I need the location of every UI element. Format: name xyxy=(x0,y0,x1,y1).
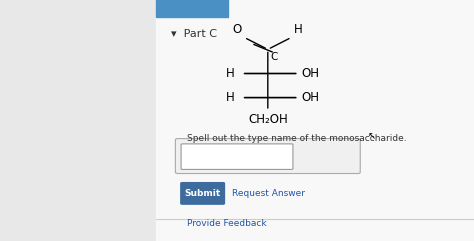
Bar xyxy=(0,0,156,241)
Text: OH: OH xyxy=(301,67,319,80)
Text: Spell out the type name of the monosaccharide.: Spell out the type name of the monosacch… xyxy=(187,134,407,143)
Text: O: O xyxy=(232,23,242,36)
Text: Provide Feedback: Provide Feedback xyxy=(187,219,267,228)
Text: ↖: ↖ xyxy=(367,131,375,141)
FancyBboxPatch shape xyxy=(181,144,293,169)
FancyBboxPatch shape xyxy=(175,139,360,174)
Text: C: C xyxy=(270,52,278,62)
Text: Submit: Submit xyxy=(184,189,221,198)
Text: OH: OH xyxy=(301,91,319,104)
Text: ▾  Part C: ▾ Part C xyxy=(171,29,217,39)
Text: H: H xyxy=(294,23,302,36)
Text: H: H xyxy=(226,67,235,80)
Bar xyxy=(156,0,228,17)
FancyBboxPatch shape xyxy=(180,182,225,205)
Text: Request Answer: Request Answer xyxy=(232,189,305,198)
Text: H: H xyxy=(226,91,235,104)
Bar xyxy=(156,0,474,241)
Text: CH₂OH: CH₂OH xyxy=(248,113,288,126)
